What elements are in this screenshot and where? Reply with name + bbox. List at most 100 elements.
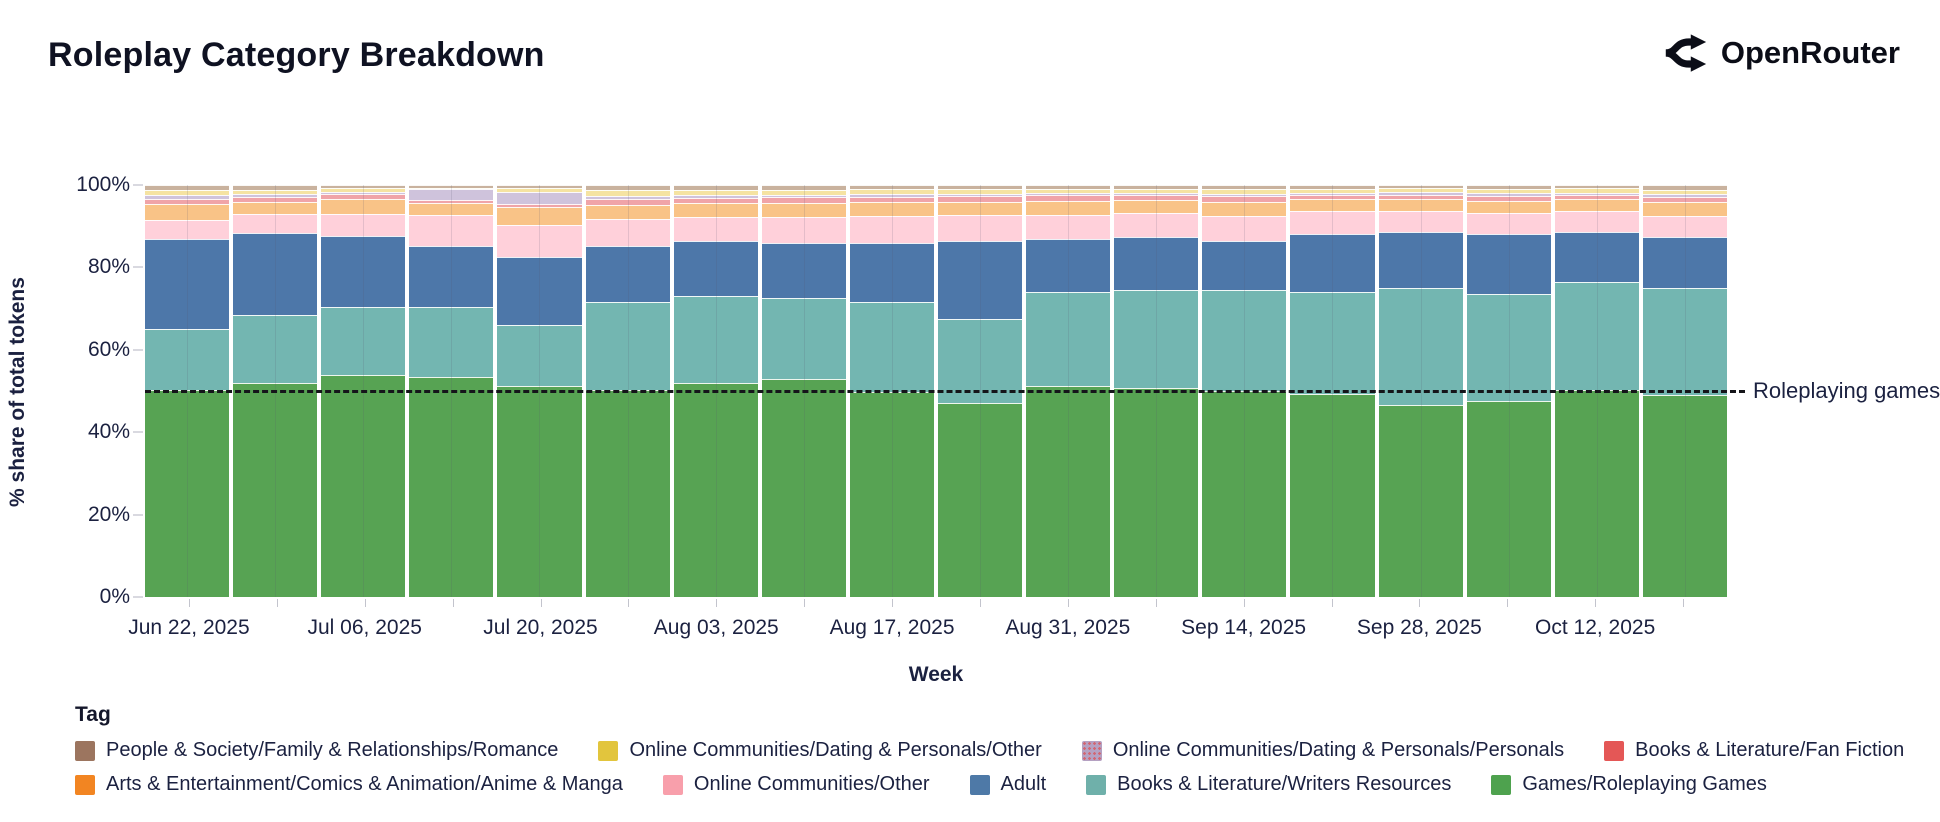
legend-item-books-literature-writers-resources[interactable]: Books & Literature/Writers Resources xyxy=(1086,773,1451,796)
segment-arts-entertainment-comics-animation-anime-manga[interactable] xyxy=(585,204,670,219)
segment-books-literature-writers-resources[interactable] xyxy=(673,296,758,383)
segment-online-communities-dating-personals-personals[interactable] xyxy=(1290,192,1375,195)
segment-online-communities-other[interactable] xyxy=(849,215,934,243)
segment-games-roleplaying-games[interactable] xyxy=(1642,395,1727,597)
segment-games-roleplaying-games[interactable] xyxy=(233,382,318,597)
segment-books-literature-fan-fiction[interactable] xyxy=(321,194,406,200)
segment-online-communities-other[interactable] xyxy=(1290,211,1375,235)
segment-arts-entertainment-comics-animation-anime-manga[interactable] xyxy=(849,202,934,216)
legend-item-online-communities-other[interactable]: Online Communities/Other xyxy=(662,773,930,796)
segment-online-communities-dating-personals-personals[interactable] xyxy=(1114,192,1199,196)
segment-arts-entertainment-comics-animation-anime-manga[interactable] xyxy=(938,201,1023,216)
segment-arts-entertainment-comics-animation-anime-manga[interactable] xyxy=(1026,200,1111,216)
segment-games-roleplaying-games[interactable] xyxy=(321,375,406,597)
segment-people-society-family-relationships-romance[interactable] xyxy=(1114,185,1199,189)
segment-adult[interactable] xyxy=(1378,232,1463,289)
segment-adult[interactable] xyxy=(1466,234,1551,295)
bar-sep-21-2025[interactable] xyxy=(1290,185,1375,597)
segment-online-communities-dating-personals-personals[interactable] xyxy=(849,193,934,197)
segment-arts-entertainment-comics-animation-anime-manga[interactable] xyxy=(233,202,318,214)
segment-online-communities-dating-personals-personals[interactable] xyxy=(1554,192,1639,195)
segment-adult[interactable] xyxy=(1202,240,1287,291)
segment-games-roleplaying-games[interactable] xyxy=(1202,391,1287,597)
segment-online-communities-other[interactable] xyxy=(1642,215,1727,238)
segment-online-communities-other[interactable] xyxy=(321,213,406,237)
segment-books-literature-fan-fiction[interactable] xyxy=(673,197,758,204)
segment-games-roleplaying-games[interactable] xyxy=(1114,388,1199,597)
segment-people-society-family-relationships-romance[interactable] xyxy=(1290,185,1375,189)
segment-online-communities-other[interactable] xyxy=(1466,213,1551,235)
segment-people-society-family-relationships-romance[interactable] xyxy=(1554,185,1639,189)
segment-adult[interactable] xyxy=(233,233,318,315)
segment-people-society-family-relationships-romance[interactable] xyxy=(1378,185,1463,189)
segment-online-communities-other[interactable] xyxy=(1554,210,1639,233)
legend-item-people-society-family-relationships-romance[interactable]: People & Society/Family & Relationships/… xyxy=(75,739,558,762)
segment-adult[interactable] xyxy=(849,242,934,303)
segment-adult[interactable] xyxy=(409,246,494,307)
segment-adult[interactable] xyxy=(1642,237,1727,289)
segment-adult[interactable] xyxy=(497,257,582,326)
segment-online-communities-dating-personals-personals[interactable] xyxy=(761,194,846,198)
segment-people-society-family-relationships-romance[interactable] xyxy=(849,185,934,190)
segment-people-society-family-relationships-romance[interactable] xyxy=(233,185,318,190)
segment-online-communities-dating-personals-other[interactable] xyxy=(585,190,670,196)
segment-online-communities-other[interactable] xyxy=(233,213,318,234)
bar-oct-12-2025[interactable] xyxy=(1554,185,1639,597)
segment-adult[interactable] xyxy=(145,238,230,330)
bar-jun-22-2025[interactable] xyxy=(145,185,230,597)
segment-books-literature-writers-resources[interactable] xyxy=(585,302,670,390)
segment-arts-entertainment-comics-animation-anime-manga[interactable] xyxy=(145,203,230,221)
segment-arts-entertainment-comics-animation-anime-manga[interactable] xyxy=(1114,199,1199,214)
segment-people-society-family-relationships-romance[interactable] xyxy=(497,185,582,188)
segment-books-literature-writers-resources[interactable] xyxy=(849,302,934,392)
segment-online-communities-dating-personals-other[interactable] xyxy=(497,187,582,193)
segment-online-communities-dating-personals-other[interactable] xyxy=(321,188,406,193)
segment-books-literature-fan-fiction[interactable] xyxy=(233,196,318,203)
segment-online-communities-dating-personals-other[interactable] xyxy=(849,189,934,194)
bar-aug-24-2025[interactable] xyxy=(938,185,1023,597)
segment-online-communities-dating-personals-other[interactable] xyxy=(1642,189,1727,195)
bar-jul-27-2025[interactable] xyxy=(585,185,670,597)
segment-people-society-family-relationships-romance[interactable] xyxy=(1026,185,1111,189)
segment-books-literature-writers-resources[interactable] xyxy=(233,314,318,383)
segment-games-roleplaying-games[interactable] xyxy=(849,391,934,597)
segment-arts-entertainment-comics-animation-anime-manga[interactable] xyxy=(1378,199,1463,212)
segment-online-communities-dating-personals-other[interactable] xyxy=(1202,189,1287,194)
bar-aug-31-2025[interactable] xyxy=(1026,185,1111,597)
segment-books-literature-fan-fiction[interactable] xyxy=(1290,194,1375,200)
segment-books-literature-writers-resources[interactable] xyxy=(1466,294,1551,402)
segment-online-communities-dating-personals-personals[interactable] xyxy=(233,194,318,197)
bar-aug-03-2025[interactable] xyxy=(673,185,758,597)
segment-games-roleplaying-games[interactable] xyxy=(1466,401,1551,597)
segment-people-society-family-relationships-romance[interactable] xyxy=(1466,185,1551,189)
segment-books-literature-fan-fiction[interactable] xyxy=(409,200,494,204)
segment-people-society-family-relationships-romance[interactable] xyxy=(1642,185,1727,190)
legend-item-online-communities-dating-personals-other[interactable]: Online Communities/Dating & Personals/Ot… xyxy=(598,739,1042,762)
segment-adult[interactable] xyxy=(1114,236,1199,291)
segment-games-roleplaying-games[interactable] xyxy=(1378,405,1463,597)
segment-arts-entertainment-comics-animation-anime-manga[interactable] xyxy=(1554,199,1639,211)
segment-arts-entertainment-comics-animation-anime-manga[interactable] xyxy=(1642,202,1727,216)
segment-online-communities-other[interactable] xyxy=(585,218,670,246)
segment-adult[interactable] xyxy=(1026,238,1111,293)
legend-item-online-communities-dating-personals-personals[interactable]: Online Communities/Dating & Personals/Pe… xyxy=(1081,739,1564,762)
segment-online-communities-other[interactable] xyxy=(409,214,494,247)
segment-adult[interactable] xyxy=(585,245,670,303)
segment-people-society-family-relationships-romance[interactable] xyxy=(761,185,846,190)
segment-online-communities-other[interactable] xyxy=(145,220,230,239)
segment-books-literature-writers-resources[interactable] xyxy=(938,318,1023,404)
segment-online-communities-other[interactable] xyxy=(761,217,846,243)
segment-online-communities-other[interactable] xyxy=(1202,215,1287,241)
segment-books-literature-writers-resources[interactable] xyxy=(1202,290,1287,391)
segment-books-literature-writers-resources[interactable] xyxy=(1642,288,1727,396)
segment-online-communities-dating-personals-other[interactable] xyxy=(1466,188,1551,194)
segment-books-literature-fan-fiction[interactable] xyxy=(497,203,582,208)
segment-books-literature-writers-resources[interactable] xyxy=(321,306,406,376)
segment-arts-entertainment-comics-animation-anime-manga[interactable] xyxy=(1290,199,1375,212)
segment-books-literature-writers-resources[interactable] xyxy=(145,329,230,390)
bar-jul-20-2025[interactable] xyxy=(497,185,582,597)
segment-books-literature-writers-resources[interactable] xyxy=(1026,292,1111,386)
segment-books-literature-fan-fiction[interactable] xyxy=(938,196,1023,202)
segment-adult[interactable] xyxy=(761,242,846,299)
segment-online-communities-other[interactable] xyxy=(938,215,1023,241)
